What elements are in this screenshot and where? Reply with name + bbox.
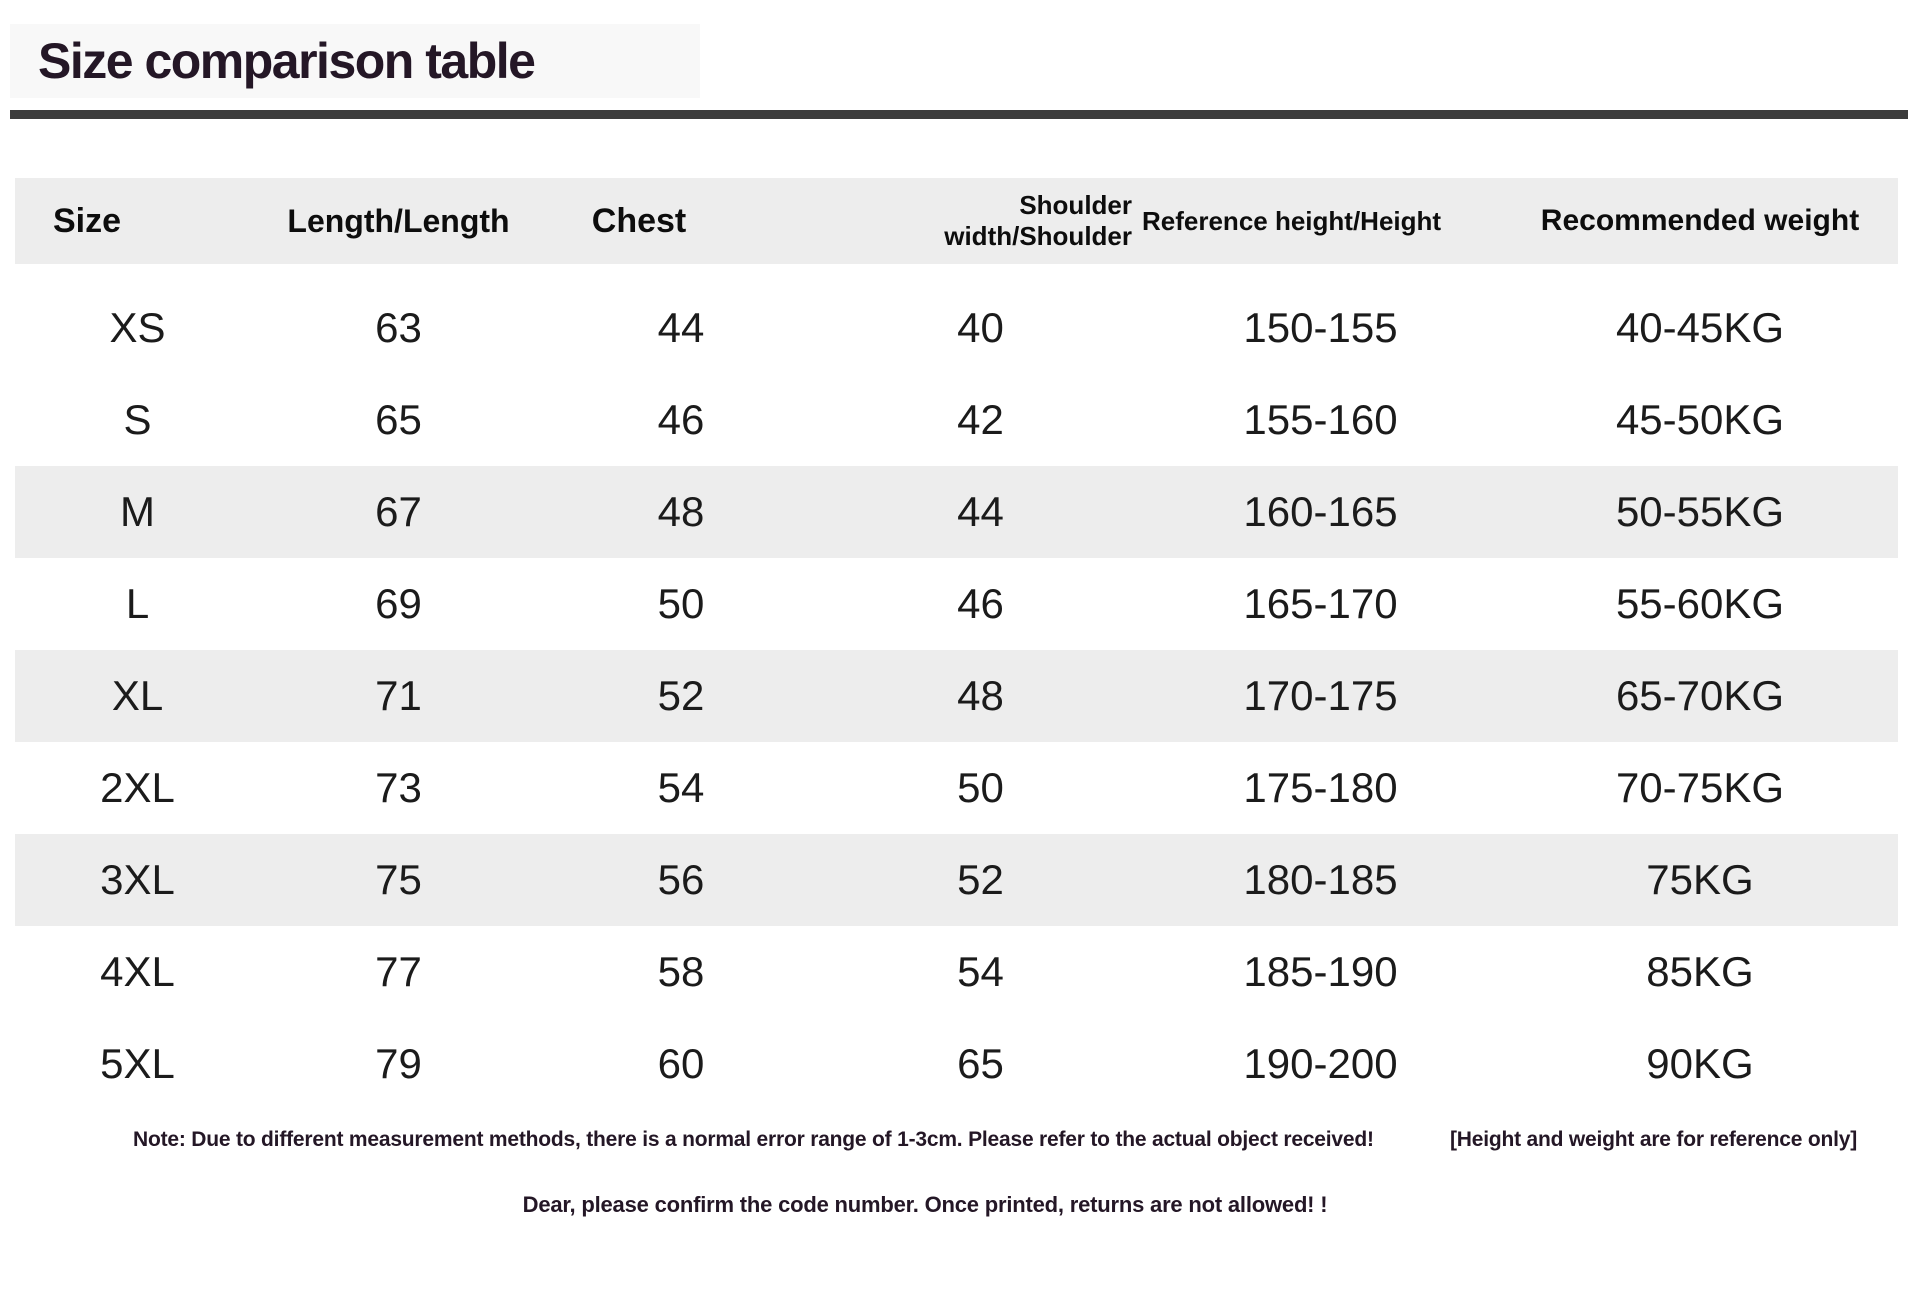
cell-chest: 52 <box>657 672 705 719</box>
cell-length: 63 <box>375 304 422 351</box>
cell-height: 175-180 <box>1243 764 1398 811</box>
cell-weight: 45-50KG <box>1615 396 1785 443</box>
table-row: 5XL 79 60 65 190-200 90KG <box>15 1018 1898 1110</box>
cell-shoulder: 65 <box>957 1040 1004 1087</box>
cell-size: S <box>123 396 152 443</box>
cell-shoulder: 46 <box>957 580 1004 627</box>
cell-chest: 50 <box>657 580 705 627</box>
table-row: 2XL 73 54 50 175-180 70-75KG <box>15 742 1898 834</box>
cell-weight: 50-55KG <box>1615 488 1785 535</box>
cell-weight: 40-45KG <box>1615 304 1785 351</box>
cell-chest: 48 <box>657 488 705 535</box>
header-cell-shoulder: Shoulder width/Shoulder <box>944 190 1132 251</box>
cell-height: 155-160 <box>1243 396 1398 443</box>
cell-chest: 54 <box>657 764 705 811</box>
cell-weight: 65-70KG <box>1615 672 1785 719</box>
cell-chest: 60 <box>657 1040 705 1087</box>
cell-length: 73 <box>375 764 422 811</box>
cell-size: 2XL <box>100 764 175 811</box>
cell-size: XL <box>111 672 164 719</box>
cell-weight: 75KG <box>1646 856 1754 903</box>
cell-size: 5XL <box>100 1040 175 1087</box>
cell-shoulder: 52 <box>957 856 1004 903</box>
cell-chest: 56 <box>657 856 705 903</box>
cell-shoulder: 42 <box>957 396 1004 443</box>
cell-shoulder: 44 <box>957 488 1004 535</box>
cell-length: 67 <box>375 488 422 535</box>
cell-length: 69 <box>375 580 422 627</box>
note-returns: Dear, please confirm the code number. On… <box>522 1192 1328 1217</box>
table-row: XL 71 52 48 170-175 65-70KG <box>15 650 1898 742</box>
table-header: Size Length/Length Chest Shoulder width/… <box>15 178 1898 264</box>
size-table: Size Length/Length Chest Shoulder width/… <box>15 178 1898 1110</box>
table-row: XS 63 44 40 150-155 40-45KG <box>15 282 1898 374</box>
cell-shoulder: 48 <box>957 672 1004 719</box>
cell-size: L <box>125 580 150 627</box>
cell-length: 65 <box>375 396 422 443</box>
cell-size: 3XL <box>100 856 175 903</box>
cell-length: 79 <box>375 1040 422 1087</box>
cell-size: M <box>120 488 155 535</box>
cell-length: 71 <box>375 672 422 719</box>
cell-height: 185-190 <box>1243 948 1398 995</box>
cell-height: 160-165 <box>1243 488 1398 535</box>
title-block: Size comparison table <box>10 24 700 98</box>
cell-height: 180-185 <box>1243 856 1398 903</box>
cell-weight: 85KG <box>1646 948 1754 995</box>
note-measurement: Note: Due to different measurement metho… <box>133 1128 1374 1151</box>
table-row: M 67 48 44 160-165 50-55KG <box>15 466 1898 558</box>
cell-height: 150-155 <box>1243 304 1398 351</box>
table-row: 4XL 77 58 54 185-190 85KG <box>15 926 1898 1018</box>
header-cell-height: Reference height/Height <box>1142 205 1442 236</box>
cell-size: 4XL <box>100 948 175 995</box>
cell-chest: 58 <box>657 948 705 995</box>
cell-shoulder: 54 <box>957 948 1004 995</box>
cell-chest: 44 <box>657 304 705 351</box>
header-cell-chest: Chest <box>591 201 687 240</box>
header-cell-length: Length/Length <box>287 202 510 239</box>
cell-weight: 55-60KG <box>1615 580 1785 627</box>
table-row: S 65 46 42 155-160 45-50KG <box>15 374 1898 466</box>
cell-chest: 46 <box>657 396 705 443</box>
table-row: L 69 50 46 165-170 55-60KG <box>15 558 1898 650</box>
page-title: Size comparison table <box>38 33 536 89</box>
header-cell-size: Size <box>53 201 122 240</box>
notes-row-2: Dear, please confirm the code number. On… <box>0 1192 1850 1218</box>
cell-size: XS <box>109 304 166 351</box>
notes-row: Note: Due to different measurement metho… <box>133 1128 1857 1152</box>
cell-shoulder: 50 <box>957 764 1004 811</box>
cell-weight: 90KG <box>1646 1040 1754 1087</box>
cell-height: 165-170 <box>1243 580 1398 627</box>
header-cell-weight: Recommended weight <box>1540 204 1860 237</box>
cell-height: 170-175 <box>1243 672 1398 719</box>
table-body: XS 63 44 40 150-155 40-45KG S 65 46 42 1… <box>15 282 1898 1110</box>
cell-shoulder: 40 <box>957 304 1004 351</box>
table-row: 3XL 75 56 52 180-185 75KG <box>15 834 1898 926</box>
cell-length: 75 <box>375 856 422 903</box>
title-divider <box>10 110 1908 119</box>
cell-height: 190-200 <box>1243 1040 1398 1087</box>
cell-length: 77 <box>375 948 422 995</box>
cell-weight: 70-75KG <box>1615 764 1785 811</box>
note-reference: [Height and weight are for reference onl… <box>1449 1128 1857 1151</box>
